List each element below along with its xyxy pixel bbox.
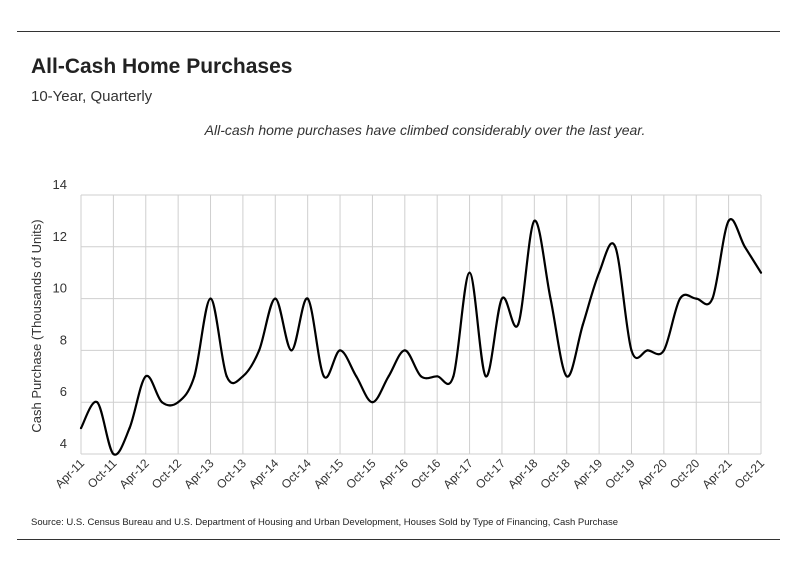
- chart-annotation: All-cash home purchases have climbed con…: [204, 122, 646, 138]
- chart-title: All-Cash Home Purchases: [31, 55, 293, 78]
- data-point: [79, 427, 83, 430]
- data-point: [630, 349, 633, 352]
- data-point: [338, 349, 342, 352]
- data-point: [96, 401, 99, 404]
- y-axis-ticks: 4 6 8 10 12 14: [53, 177, 67, 451]
- x-tick-label: Oct-16: [408, 456, 444, 492]
- data-point: [549, 297, 552, 300]
- x-tick-label: Oct-15: [343, 456, 379, 492]
- x-tick-label: Oct-12: [149, 456, 185, 492]
- data-point: [225, 375, 228, 378]
- data-point: [274, 297, 277, 300]
- data-point: [743, 245, 746, 248]
- x-tick-label: Oct-17: [473, 456, 509, 492]
- data-point: [662, 349, 665, 352]
- grid-lines: [80, 194, 762, 455]
- data-point: [484, 375, 487, 378]
- y-tick-label: 14: [53, 177, 67, 192]
- bottom-rule: [17, 539, 780, 540]
- y-axis-label: Cash Purchase (Thousands of Units): [29, 219, 44, 432]
- x-tick-label: Oct-13: [214, 456, 250, 492]
- data-point: [711, 297, 714, 300]
- x-tick-label: Apr-11: [52, 456, 87, 491]
- data-point: [500, 297, 504, 300]
- data-point: [597, 271, 601, 274]
- data-point: [468, 271, 471, 274]
- data-point: [290, 349, 293, 352]
- data-point: [387, 375, 390, 378]
- x-tick-label: Oct-14: [278, 456, 314, 492]
- x-axis-ticks: Apr-11Oct-11Apr-12Oct-12Apr-13Oct-13Apr-…: [52, 456, 767, 492]
- y-tick-label: 4: [60, 436, 67, 451]
- data-point: [403, 349, 406, 352]
- x-tick-label: Apr-20: [635, 456, 671, 492]
- data-point: [355, 375, 358, 378]
- series-group: [79, 218, 763, 456]
- series-line: [80, 218, 762, 456]
- source-note: Source: U.S. Census Bureau and U.S. Depa…: [31, 517, 619, 528]
- chart-subtitle: 10-Year, Quarterly: [31, 88, 153, 105]
- data-point: [112, 452, 115, 456]
- data-point: [193, 375, 196, 378]
- data-point: [371, 401, 374, 404]
- x-tick-label: Apr-13: [181, 456, 217, 492]
- data-point: [727, 219, 730, 222]
- x-tick-label: Oct-19: [602, 456, 638, 492]
- data-point: [306, 297, 309, 300]
- x-tick-label: Apr-17: [440, 456, 476, 492]
- x-tick-label: Apr-15: [311, 456, 347, 492]
- x-tick-label: Apr-21: [699, 456, 735, 492]
- data-point: [241, 375, 245, 378]
- data-point: [581, 323, 585, 326]
- data-point: [565, 375, 568, 378]
- data-point: [160, 401, 164, 404]
- data-point: [177, 401, 180, 404]
- x-tick-label: Apr-14: [246, 456, 282, 492]
- data-point: [257, 349, 261, 352]
- data-point: [517, 323, 520, 326]
- x-tick-label: Oct-18: [537, 456, 573, 492]
- data-point: [452, 375, 455, 378]
- x-tick-label: Apr-16: [376, 456, 412, 492]
- data-point: [646, 349, 649, 352]
- x-tick-label: Apr-19: [570, 456, 606, 492]
- data-point: [436, 375, 439, 378]
- x-tick-label: Oct-21: [732, 456, 768, 492]
- data-point: [128, 427, 131, 430]
- x-tick-label: Apr-12: [117, 456, 153, 492]
- data-point: [209, 297, 212, 300]
- top-rule: [17, 31, 780, 32]
- data-point: [533, 219, 536, 222]
- data-point: [419, 375, 423, 378]
- y-tick-label: 10: [53, 281, 67, 296]
- data-point: [678, 297, 682, 300]
- y-tick-label: 12: [53, 229, 67, 244]
- x-tick-label: Apr-18: [505, 456, 541, 492]
- data-point: [759, 271, 763, 274]
- data-point: [322, 375, 325, 378]
- x-tick-label: Oct-20: [667, 456, 703, 492]
- data-point: [695, 297, 698, 300]
- x-tick-label: Oct-11: [85, 456, 120, 491]
- y-tick-label: 6: [60, 384, 67, 399]
- data-point: [144, 375, 147, 378]
- y-tick-label: 8: [60, 332, 67, 347]
- data-point: [614, 245, 617, 248]
